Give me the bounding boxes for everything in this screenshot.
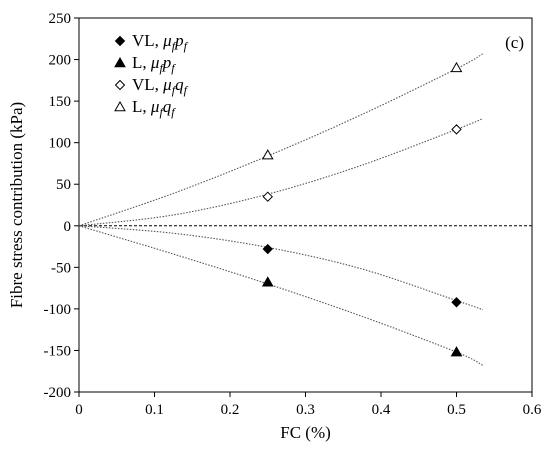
y-tick-label: -200: [44, 385, 72, 401]
legend-marker-series-2: [114, 56, 126, 68]
data-point-series-3: [451, 124, 462, 135]
data-point-series-4: [450, 61, 463, 73]
data-point-series-1: [451, 297, 462, 308]
y-tick-label: 200: [49, 53, 72, 69]
ticks-group: 0 0.1 0.2 0.3 0.4 0.5 0.6 -200 -150 -100 -50 0 50 100…: [44, 11, 542, 418]
data-point-series-3: [262, 191, 273, 202]
data-point-series-1: [262, 243, 273, 255]
x-tick-label: 0.3: [296, 402, 315, 418]
y-tick-label: -100: [44, 302, 72, 318]
data-point-series-4: [261, 149, 274, 160]
data-point-series-2: [261, 276, 274, 287]
y-tick-label: 50: [56, 177, 71, 193]
x-axis-label: FC (%): [280, 423, 331, 442]
trend-line-series-3: [78, 118, 484, 227]
legend-marker-series-1: [114, 35, 126, 47]
panel-label: (c): [505, 33, 524, 52]
y-tick-label: 100: [49, 136, 72, 152]
legend-label-series-4: L, μfqf: [132, 97, 176, 119]
legend-label-series-1: VL, μfpf: [132, 31, 189, 53]
x-tick-label: 0: [75, 402, 83, 418]
x-tick-label: 0.4: [372, 402, 391, 418]
legend-marker-series-3: [114, 79, 126, 91]
y-axis-label: Fibre stress contribution (kPa): [7, 102, 26, 308]
legend-label-series-2: L, μfpf: [132, 53, 176, 75]
data-markers: [261, 61, 463, 357]
x-tick-label: 0.1: [145, 402, 164, 418]
y-tick-label: 150: [49, 94, 72, 110]
y-tick-label: 0: [64, 219, 72, 235]
trend-line-series-2: [78, 225, 484, 366]
y-tick-label: -50: [51, 260, 71, 276]
legend-label-series-3: VL, μfqf: [132, 75, 189, 97]
data-point-series-2: [450, 346, 463, 357]
x-tick-label: 0.5: [447, 402, 466, 418]
y-tick-label: -150: [44, 343, 72, 359]
x-tick-label: 0.2: [221, 402, 240, 418]
y-tick-label: 250: [49, 11, 72, 27]
x-tick-label: 0.6: [523, 402, 542, 418]
legend-marker-series-4: [114, 100, 126, 112]
trend-line-series-1: [78, 225, 484, 311]
